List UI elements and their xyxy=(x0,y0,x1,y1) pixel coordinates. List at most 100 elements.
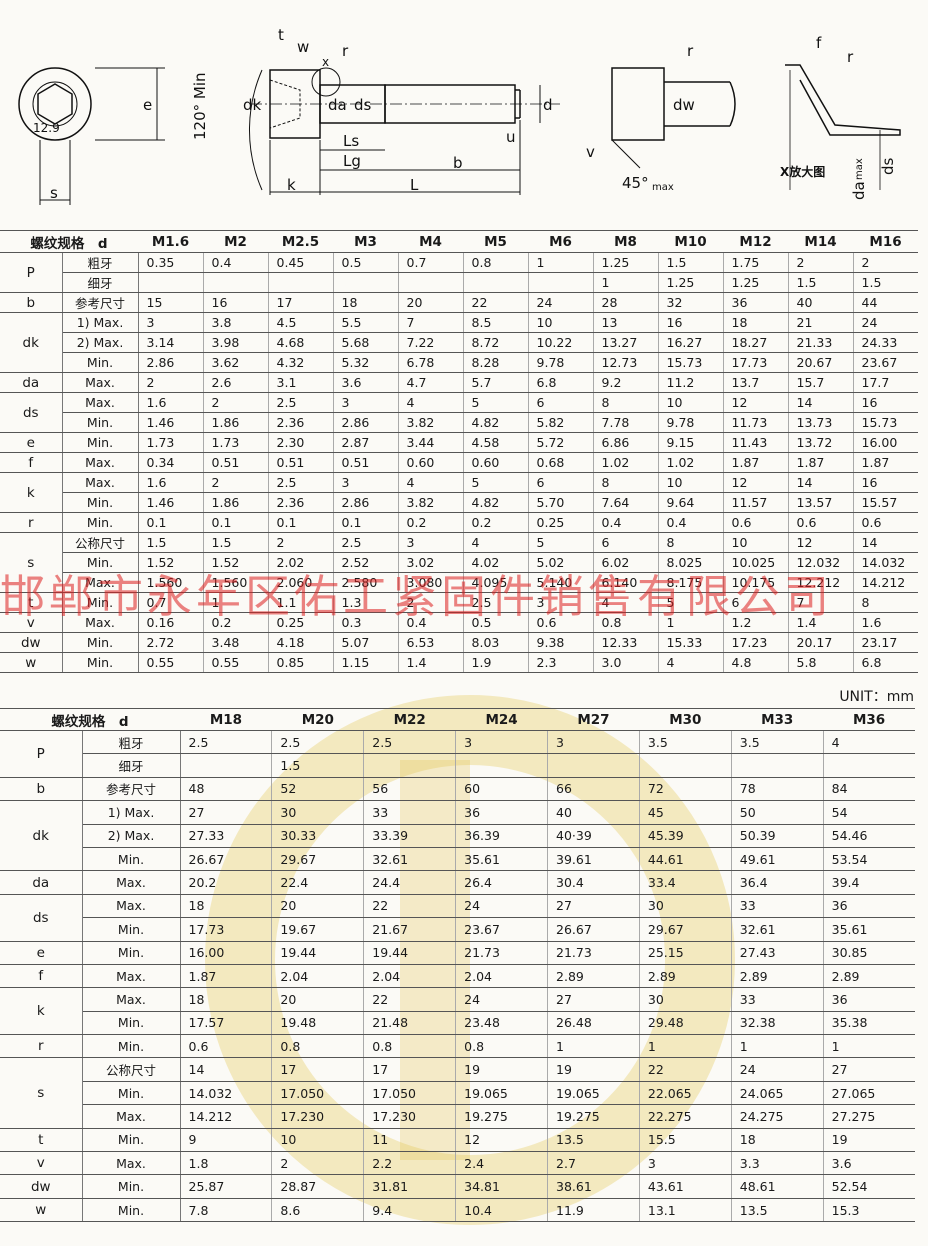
value-cell: 19.48 xyxy=(271,1010,364,1036)
value-cell: 17.230 xyxy=(363,1104,456,1129)
value-cell: 18 xyxy=(332,292,399,313)
value-cell: 19.44 xyxy=(271,940,364,965)
value-cell: 1.02 xyxy=(657,452,724,473)
dim-label: dk xyxy=(243,96,262,114)
value-cell: 52.54 xyxy=(822,1174,916,1199)
sub-cell: 粗牙 xyxy=(82,729,181,755)
sub-cell: 细牙 xyxy=(62,272,139,293)
value-cell: 14 xyxy=(787,472,854,493)
value-cell: 22 xyxy=(462,292,529,313)
value-cell: 6 xyxy=(592,532,659,553)
table-row: 细牙 1 1.25 1.25 1.5 1.5 xyxy=(0,272,919,293)
dim-label: ds xyxy=(879,157,897,175)
dim-label: s xyxy=(50,184,58,202)
value-cell: 9.4 xyxy=(363,1197,456,1223)
table-row: Min. 1.46 1.86 2.36 2.86 3.82 4.82 5.70 7.64 9.64… xyxy=(0,492,919,513)
value-cell: 17 xyxy=(363,1057,456,1082)
value-cell: 1.5 xyxy=(137,532,204,553)
value-cell: 2.5 xyxy=(462,592,529,613)
sub-cell: Min. xyxy=(82,846,181,872)
value-cell: 40·39 xyxy=(547,823,640,848)
table-row: f Max. 1.87 2.04 2.04 2.04 2.89 2.89 2.89 2.89 xyxy=(0,963,916,989)
value-cell: 36.39 xyxy=(455,823,548,848)
value-cell: 2 xyxy=(271,1151,364,1176)
value-cell: 17 xyxy=(271,1057,364,1082)
value-cell: 84 xyxy=(822,776,916,802)
value-cell: 11.9 xyxy=(547,1197,640,1223)
header-label: 螺纹规格 d xyxy=(0,708,181,731)
table-row: dk 1) Max. 27 30 33 36 40 45 50 54 xyxy=(0,800,916,872)
value-cell: 18 xyxy=(722,312,789,333)
value-cell: 15.5 xyxy=(638,1127,732,1153)
value-cell: 7 xyxy=(397,312,464,333)
value-cell: 6 xyxy=(527,472,594,493)
value-cell: 1.1 xyxy=(267,592,334,613)
value-cell: 5.8 xyxy=(787,652,854,673)
value-cell: 3 xyxy=(547,729,640,755)
value-cell: 5.68 xyxy=(332,332,399,353)
value-cell: 20.2 xyxy=(179,870,272,895)
value-cell: 2.5 xyxy=(332,532,399,553)
value-cell: 5.7 xyxy=(462,372,529,393)
value-cell: 5.140 xyxy=(527,572,594,593)
value-cell: 3.02 xyxy=(397,552,464,573)
table-row: P 粗牙 2.5 2.5 2.5 3 3 3.5 3.5 4 xyxy=(0,729,916,778)
value-cell: 3.48 xyxy=(202,632,269,653)
value-cell: 27.33 xyxy=(179,823,272,848)
value-cell: 33 xyxy=(363,800,456,825)
table-row: b 参考尺寸 48 52 56 60 66 72 78 84 xyxy=(0,776,916,802)
value-cell: 2 xyxy=(397,592,464,613)
size-header: M6 xyxy=(528,230,594,253)
value-cell: 1.8 xyxy=(179,1151,272,1176)
dim-label: w xyxy=(297,38,309,56)
size-header: M4 xyxy=(398,230,464,253)
value-cell: 8.28 xyxy=(462,352,529,373)
value-cell: 15.3 xyxy=(822,1197,916,1223)
value-cell: 2.04 xyxy=(271,963,364,989)
param-cell: e xyxy=(0,940,83,965)
sub-cell: Min. xyxy=(62,352,139,373)
value-cell: 0.8 xyxy=(462,252,529,273)
value-cell: 31.81 xyxy=(363,1174,456,1199)
value-cell: 18.27 xyxy=(722,332,789,353)
value-cell: 20.17 xyxy=(787,632,854,653)
value-cell: 8.6 xyxy=(271,1197,364,1223)
value-cell xyxy=(267,272,334,293)
value-cell: 3 xyxy=(137,312,204,333)
dim-label: dw xyxy=(673,96,695,114)
sub-cell: Min. xyxy=(82,917,181,942)
value-cell: 9.78 xyxy=(657,412,724,433)
value-cell: 16.00 xyxy=(852,432,919,453)
value-cell: 0.4 xyxy=(202,252,269,273)
value-cell: 0.34 xyxy=(137,452,204,473)
value-cell: 2 xyxy=(267,532,334,553)
value-cell: 13.72 xyxy=(787,432,854,453)
value-cell: 30 xyxy=(271,800,364,825)
value-cell: 12.212 xyxy=(787,572,854,593)
value-cell: 4.82 xyxy=(462,492,529,513)
value-cell: 33.4 xyxy=(638,870,732,895)
value-cell: 13.27 xyxy=(592,332,659,353)
header-row: 螺纹规格 d M18 M20 M22 M24 M27 M30 M33 M36 xyxy=(0,708,916,731)
value-cell: 3.82 xyxy=(397,492,464,513)
value-cell: 1.2 xyxy=(722,612,789,633)
dim-label: r xyxy=(847,48,854,66)
value-cell: 6.8 xyxy=(527,372,594,393)
value-cell: 1.560 xyxy=(137,572,204,593)
value-cell: 11.73 xyxy=(722,412,789,433)
value-cell: 1.6 xyxy=(137,472,204,493)
value-cell: 16 xyxy=(852,392,919,413)
value-cell: 0.7 xyxy=(137,592,204,613)
size-header: M8 xyxy=(593,230,659,253)
value-cell: 16 xyxy=(202,292,269,313)
value-cell: 54.46 xyxy=(822,823,916,848)
value-cell: 2 xyxy=(137,372,204,393)
value-cell: 9.15 xyxy=(657,432,724,453)
value-cell: 0.6 xyxy=(852,512,919,533)
value-cell: 6.53 xyxy=(397,632,464,653)
value-cell: 3.1 xyxy=(267,372,334,393)
value-cell: 24 xyxy=(455,987,548,1012)
value-cell: 1 xyxy=(638,1034,732,1059)
value-cell xyxy=(179,753,272,778)
param-cell: f xyxy=(0,452,63,473)
